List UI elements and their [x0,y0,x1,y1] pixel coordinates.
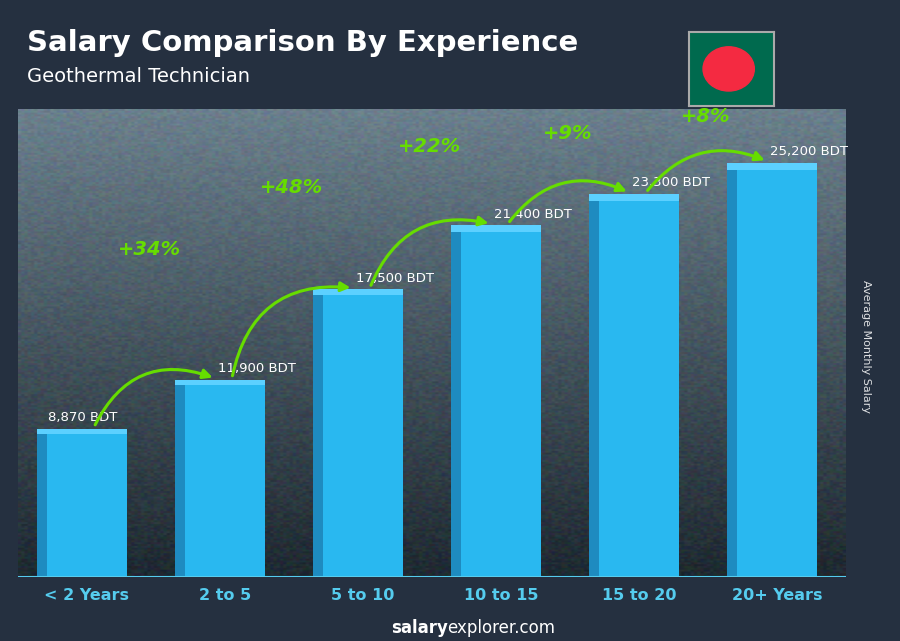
Bar [313,294,323,577]
Bar [185,385,265,577]
Text: +34%: +34% [118,240,181,259]
Text: 17,500 BDT: 17,500 BDT [356,272,434,285]
Bar [37,429,127,434]
Text: 21,400 BDT: 21,400 BDT [494,208,572,221]
Text: explorer.com: explorer.com [447,619,555,637]
Bar [323,294,403,577]
Text: salary: salary [392,619,448,637]
Bar [47,434,127,577]
Bar [313,290,403,294]
Text: +9%: +9% [543,124,592,143]
Circle shape [703,47,754,91]
Text: +48%: +48% [260,178,323,197]
Bar [37,434,47,577]
Text: Average Monthly Salary: Average Monthly Salary [860,279,871,413]
Bar [727,171,737,577]
Bar [590,201,599,577]
Text: 23,300 BDT: 23,300 BDT [632,176,710,189]
Bar [176,380,265,385]
Bar [451,226,541,231]
Text: Geothermal Technician: Geothermal Technician [27,67,250,87]
Bar [451,231,461,577]
Text: 8,870 BDT: 8,870 BDT [49,411,118,424]
Bar [599,201,679,577]
Text: +8%: +8% [680,107,730,126]
Text: Salary Comparison By Experience: Salary Comparison By Experience [27,29,578,57]
Bar [727,163,817,171]
Text: 11,900 BDT: 11,900 BDT [218,362,296,375]
Bar [461,231,541,577]
Bar [176,385,185,577]
Bar [737,171,817,577]
Text: +22%: +22% [398,137,461,156]
Text: 25,200 BDT: 25,200 BDT [770,145,848,158]
Bar [590,194,679,201]
